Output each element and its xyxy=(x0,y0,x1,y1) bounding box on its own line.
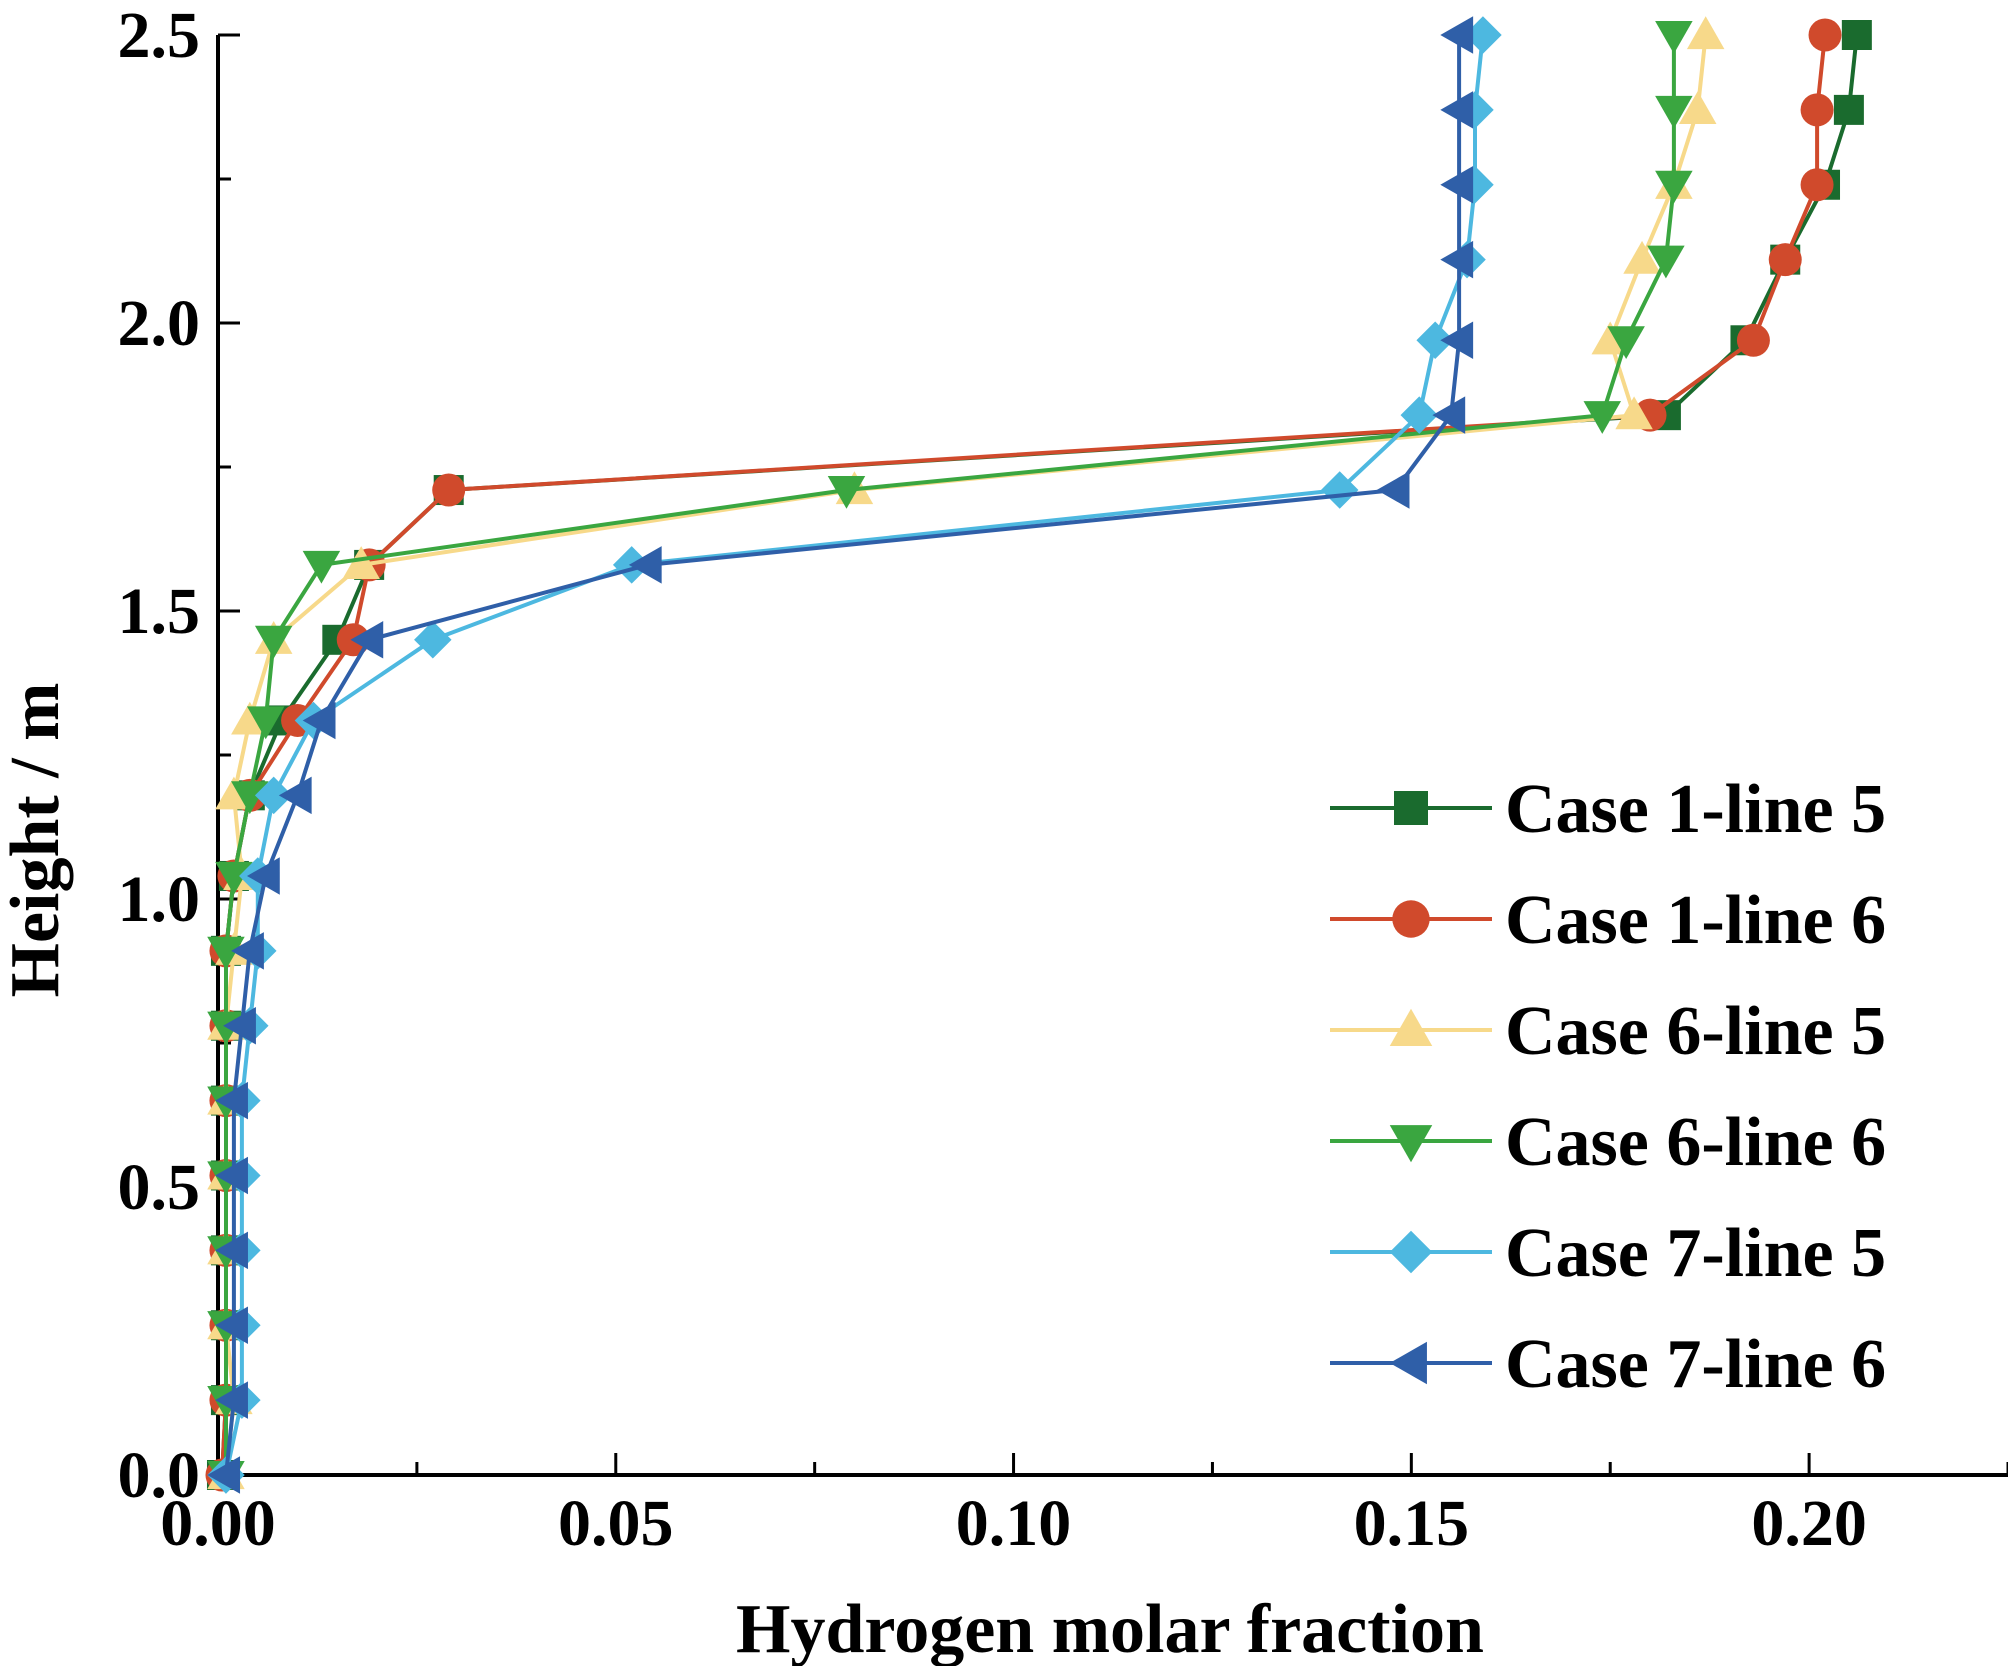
legend-marker xyxy=(1389,1125,1433,1163)
series-6 xyxy=(207,16,1474,1494)
data-point xyxy=(215,1306,248,1344)
legend-label: Case 7-line 6 xyxy=(1505,1326,1886,1403)
series-5 xyxy=(207,16,1502,1494)
data-point xyxy=(1440,91,1474,129)
data-point xyxy=(1768,243,1802,277)
data-point xyxy=(207,1456,241,1494)
data-point xyxy=(1841,20,1872,50)
data-point xyxy=(1686,16,1725,50)
legend-label: Case 7-line 5 xyxy=(1505,1215,1886,1292)
data-point xyxy=(215,1081,248,1120)
data-point xyxy=(1440,321,1474,360)
y-tick-label: 1.0 xyxy=(118,863,201,936)
legend-marker xyxy=(1389,1230,1433,1274)
data-point xyxy=(1655,95,1693,129)
y-tick-label: 0.0 xyxy=(118,1439,201,1512)
data-point xyxy=(432,473,466,507)
data-point xyxy=(1440,240,1474,279)
data-point xyxy=(254,776,293,815)
data-point xyxy=(1320,471,1359,509)
data-point xyxy=(223,1006,256,1045)
data-point xyxy=(231,932,264,970)
x-tick-label: 0.05 xyxy=(558,1487,674,1560)
data-point xyxy=(1376,471,1410,509)
data-point xyxy=(1607,326,1645,360)
legend-item: Case 7-line 6 xyxy=(1330,1326,1886,1403)
x-tick-label: 0.20 xyxy=(1751,1487,1867,1560)
axes: 0.00 0.05 0.10 0.15 0.20 0.0 0.5 1.0 1.5 2.0 2.5 xyxy=(118,0,2008,1560)
y-axis-title: Height / m xyxy=(0,683,74,998)
data-point xyxy=(1440,166,1474,204)
y-tick-label: 2.5 xyxy=(118,0,201,72)
data-point xyxy=(1833,94,1864,125)
data-point xyxy=(215,1231,248,1270)
legend-item: Case 6-line 6 xyxy=(1330,1104,1886,1181)
data-point xyxy=(1440,16,1474,54)
x-axis-title: Hydrogen molar fraction xyxy=(736,1591,1484,1666)
y-tick-label: 0.5 xyxy=(118,1151,201,1224)
legend-label: Case 6-line 5 xyxy=(1505,993,1886,1070)
data-point xyxy=(350,621,384,659)
series-line xyxy=(224,34,1485,1476)
data-point xyxy=(1416,321,1454,360)
data-point xyxy=(414,621,452,659)
series-3 xyxy=(207,16,1725,1490)
y-tick-label: 2.0 xyxy=(118,287,201,360)
data-point xyxy=(1655,20,1693,54)
data-point xyxy=(1736,323,1770,357)
data-point xyxy=(342,546,380,579)
data-point xyxy=(254,625,293,659)
data-point xyxy=(1800,93,1834,127)
legend-item: Case 6-line 5 xyxy=(1330,993,1886,1070)
data-point xyxy=(302,550,341,584)
legend-item: Case 1-line 6 xyxy=(1330,882,1886,959)
legend-marker xyxy=(1389,1341,1427,1385)
legend-marker xyxy=(1389,1008,1433,1046)
data-point xyxy=(1647,245,1685,279)
data-point xyxy=(1400,396,1439,434)
data-point xyxy=(628,546,662,584)
data-point xyxy=(246,857,280,895)
legend-marker xyxy=(1392,900,1430,938)
legend-label: Case 1-line 6 xyxy=(1505,882,1886,959)
x-tick-label: 0.00 xyxy=(160,1487,276,1560)
legend-item: Case 1-line 5 xyxy=(1330,771,1886,848)
series-line xyxy=(224,35,1462,1476)
legend-item: Case 7-line 5 xyxy=(1330,1215,1886,1292)
data-point xyxy=(1583,401,1622,434)
data-point xyxy=(215,1381,248,1419)
series-line xyxy=(224,34,1708,1476)
data-point xyxy=(207,936,245,970)
data-point xyxy=(1808,18,1842,52)
data-point xyxy=(231,781,269,815)
legend: Case 1-line 5 Case 1-line 6 Case 6-line 5 C… xyxy=(1330,771,1886,1403)
data-point xyxy=(246,706,285,740)
data-point xyxy=(1655,170,1693,204)
data-point xyxy=(1800,168,1834,202)
x-tick-label: 0.10 xyxy=(956,1487,1072,1560)
data-point xyxy=(1678,91,1717,124)
data-point xyxy=(1623,240,1661,274)
legend-label: Case 6-line 6 xyxy=(1505,1104,1886,1181)
data-point xyxy=(302,701,336,740)
y-tick-label: 1.5 xyxy=(118,575,201,648)
legend-label: Case 1-line 5 xyxy=(1505,771,1886,848)
x-tick-label: 0.15 xyxy=(1354,1487,1470,1560)
data-point xyxy=(827,475,866,509)
data-point xyxy=(1432,396,1466,434)
data-point xyxy=(278,776,312,815)
legend-marker xyxy=(1394,791,1428,825)
data-point xyxy=(215,861,253,895)
data-point xyxy=(215,1156,248,1195)
data-point xyxy=(1615,396,1653,430)
series-layer xyxy=(205,16,1872,1494)
data-point xyxy=(1464,16,1502,54)
